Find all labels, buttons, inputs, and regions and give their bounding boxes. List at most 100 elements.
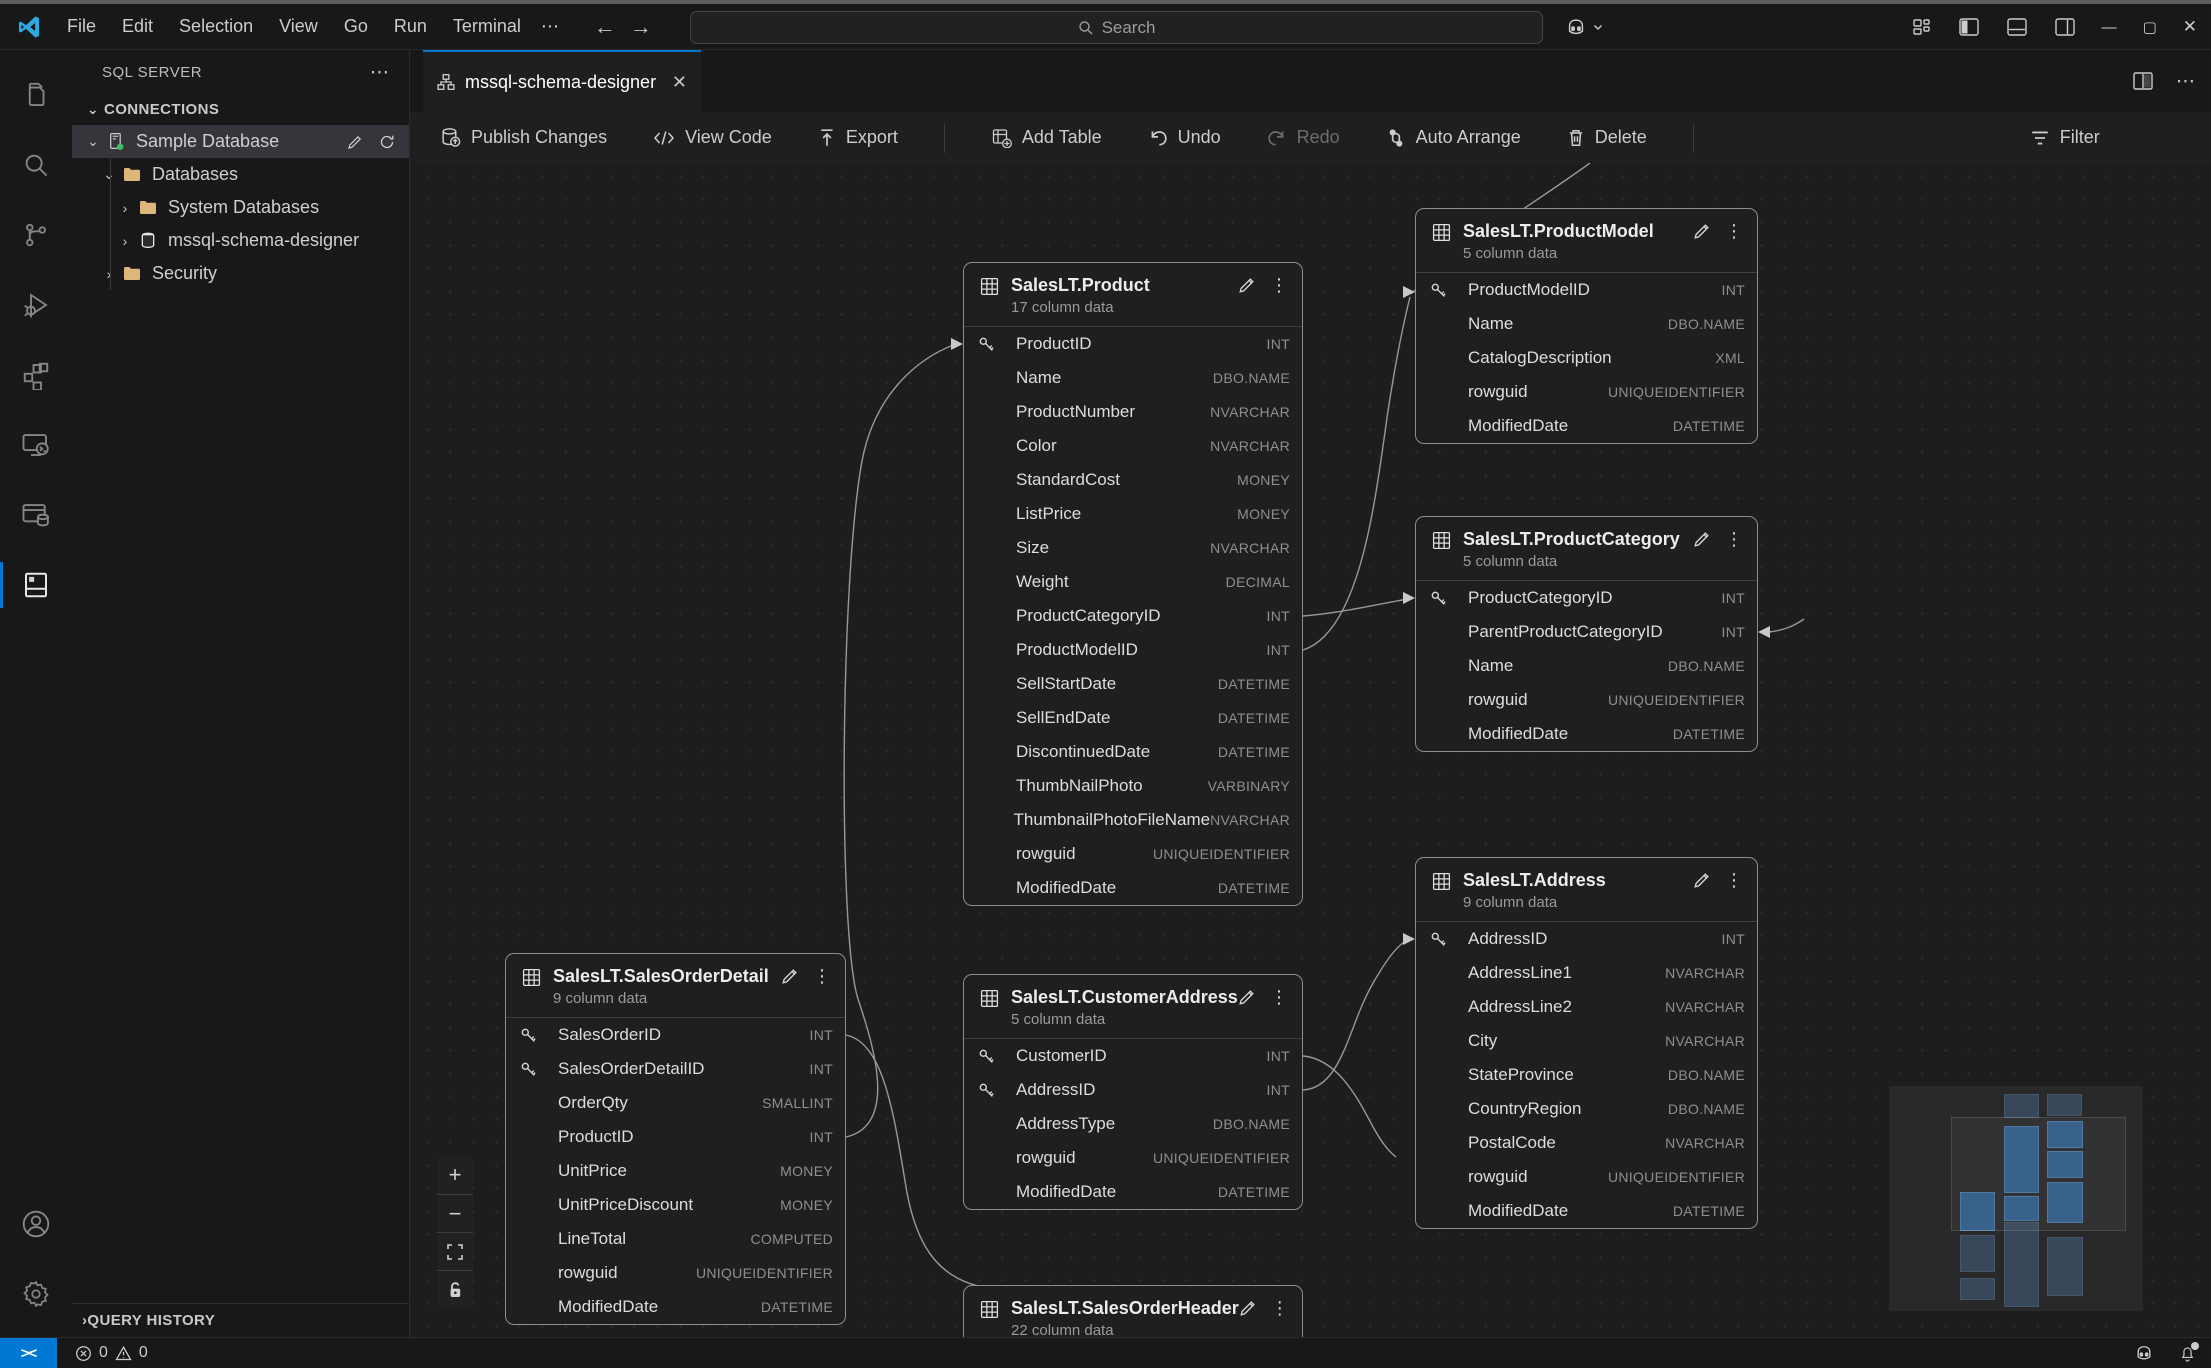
schema-canvas[interactable]: SalesLT.Product 17 column data ⋮ ProductID I… [410,163,2211,1337]
tab-close-icon[interactable]: ✕ [671,71,687,92]
split-editor-icon[interactable] [2132,71,2154,91]
activity-search-icon[interactable] [0,130,72,200]
column-row-addressid[interactable]: AddressID INT [1416,922,1757,956]
toggle-panel-icon[interactable] [2006,17,2028,37]
column-row-rowguid[interactable]: rowguid UNIQUEIDENTIFIER [964,837,1302,871]
edit-icon[interactable] [347,134,363,150]
activity-extensions-icon[interactable] [0,340,72,410]
settings-gear-icon[interactable] [0,1259,72,1329]
publish-changes-button[interactable]: Publish Changes [440,127,607,148]
table-menu-icon[interactable]: ⋮ [1270,987,1288,1007]
auto-arrange-button[interactable]: Auto Arrange [1386,127,1521,148]
column-row-modifieddate[interactable]: ModifiedDate DATETIME [1416,1194,1757,1228]
column-row-addressline1[interactable]: AddressLine1 NVARCHAR [1416,956,1757,990]
account-icon[interactable] [0,1189,72,1259]
tree-item-security[interactable]: › Security [72,257,409,290]
window-close-icon[interactable]: ✕ [2182,17,2197,36]
column-row-color[interactable]: Color NVARCHAR [964,429,1302,463]
edit-table-icon[interactable] [1693,530,1711,548]
export-button[interactable]: Export [818,127,898,148]
table-card-sales-order-header[interactable]: SalesLT.SalesOrderHeader 22 column data ⋮ [963,1285,1303,1337]
table-menu-icon[interactable]: ⋮ [1270,275,1288,295]
minimap[interactable] [1889,1086,2143,1311]
table-card-customer-address[interactable]: SalesLT.CustomerAddress 5 column data ⋮ Cus… [963,974,1303,1211]
column-row-linetotal[interactable]: LineTotal COMPUTED [506,1222,845,1256]
table-card-header[interactable]: SalesLT.ProductModel 5 column data ⋮ [1416,209,1757,274]
undo-button[interactable]: Undo [1148,127,1221,148]
table-menu-icon[interactable]: ⋮ [1725,221,1743,241]
table-card-product-model[interactable]: SalesLT.ProductModel 5 column data ⋮ Produc… [1415,208,1758,445]
toggle-primary-sidebar-icon[interactable] [1958,17,1980,37]
menu-run[interactable]: Run [393,16,427,36]
edit-table-icon[interactable] [1693,222,1711,240]
nav-back-icon[interactable]: ← [593,13,616,39]
sidebar-more-icon[interactable]: ⋯ [370,61,391,83]
column-row-productmodelid[interactable]: ProductModelID INT [1416,273,1757,307]
tab-mssql-schema-designer[interactable]: mssql-schema-designer ✕ [423,50,701,112]
menu-view[interactable]: View [279,16,318,36]
column-row-rowguid[interactable]: rowguid UNIQUEIDENTIFIER [1416,683,1757,717]
menu-overflow[interactable]: ⋯ [540,16,559,36]
column-row-productcategoryid[interactable]: ProductCategoryID INT [1416,581,1757,615]
zoom-out-button[interactable]: − [437,1194,473,1232]
add-table-button[interactable]: Add Table [991,127,1102,148]
table-card-sales-order-detail[interactable]: SalesLT.SalesOrderDetail 9 column data ⋮ Sa… [505,953,846,1326]
activity-schema-visualizer-icon[interactable] [0,550,72,620]
remote-indicator[interactable]: >< [0,1337,57,1368]
query-history-section-header[interactable]: › QUERY HISTORY [72,1303,409,1337]
column-row-productnumber[interactable]: ProductNumber NVARCHAR [964,395,1302,429]
problems-status[interactable]: 0 0 [75,1344,148,1362]
chevron-down-icon[interactable]: ⌄ [103,166,115,182]
toggle-secondary-sidebar-icon[interactable] [2054,17,2076,37]
table-card-header[interactable]: SalesLT.Product 17 column data ⋮ [964,263,1302,328]
column-row-thumbnailphoto[interactable]: ThumbNailPhoto VARBINARY [964,769,1302,803]
edit-table-icon[interactable] [1239,1299,1257,1317]
connections-section-header[interactable]: ⌄ CONNECTIONS [72,94,409,125]
minimap-viewport[interactable] [1951,1117,2126,1231]
menu-go[interactable]: Go [343,16,368,36]
window-minimize-icon[interactable]: — [2101,18,2117,36]
column-row-modifieddate[interactable]: ModifiedDate DATETIME [964,871,1302,905]
column-row-modifieddate[interactable]: ModifiedDate DATETIME [1416,717,1757,751]
column-row-sellstartdate[interactable]: SellStartDate DATETIME [964,667,1302,701]
column-row-addressline2[interactable]: AddressLine2 NVARCHAR [1416,990,1757,1024]
column-row-parentproductcategoryid[interactable]: ParentProductCategoryID INT [1416,615,1757,649]
lock-toggle-button[interactable] [437,1270,473,1308]
column-row-unitprice[interactable]: UnitPrice MONEY [506,1154,845,1188]
table-card-header[interactable]: SalesLT.Address 9 column data ⋮ [1416,858,1757,923]
tree-item-databases[interactable]: ⌄ Databases [72,158,409,191]
edit-table-icon[interactable] [1238,276,1256,294]
column-row-stateprovince[interactable]: StateProvince DBO.NAME [1416,1058,1757,1092]
command-center-search[interactable]: Search [690,11,1543,44]
column-row-listprice[interactable]: ListPrice MONEY [964,497,1302,531]
tree-item-sample-database[interactable]: ⌄ Sample Database [72,125,409,158]
column-row-productmodelid[interactable]: ProductModelID INT [964,633,1302,667]
activity-source-control-icon[interactable] [0,200,72,270]
chevron-down-icon[interactable]: ⌄ [87,133,99,149]
column-row-modifieddate[interactable]: ModifiedDate DATETIME [1416,409,1757,443]
column-row-customerid[interactable]: CustomerID INT [964,1039,1302,1073]
column-row-name[interactable]: Name DBO.NAME [1416,307,1757,341]
column-row-weight[interactable]: Weight DECIMAL [964,565,1302,599]
chevron-right-icon[interactable]: › [122,232,128,249]
nav-forward-icon[interactable]: → [629,13,652,39]
column-row-rowguid[interactable]: rowguid UNIQUEIDENTIFIER [964,1141,1302,1175]
activity-remote-explorer-icon[interactable] [0,410,72,480]
chevron-right-icon[interactable]: › [122,199,128,216]
delete-button[interactable]: Delete [1567,127,1647,148]
table-card-address[interactable]: SalesLT.Address 9 column data ⋮ AddressID IN… [1415,857,1758,1230]
refresh-icon[interactable] [379,134,395,150]
column-row-addressid[interactable]: AddressID INT [964,1073,1302,1107]
menu-file[interactable]: File [67,16,97,36]
table-card-product[interactable]: SalesLT.Product 17 column data ⋮ ProductID I… [963,262,1303,907]
menu-terminal[interactable]: Terminal [452,16,521,36]
column-row-name[interactable]: Name DBO.NAME [1416,649,1757,683]
column-row-productid[interactable]: ProductID INT [506,1120,845,1154]
column-row-discontinueddate[interactable]: DiscontinuedDate DATETIME [964,735,1302,769]
table-menu-icon[interactable]: ⋮ [1725,529,1743,549]
menu-selection[interactable]: Selection [179,16,254,36]
column-row-rowguid[interactable]: rowguid UNIQUEIDENTIFIER [506,1256,845,1290]
column-row-catalogdescription[interactable]: CatalogDescription XML [1416,341,1757,375]
window-maximize-icon[interactable]: ▢ [2142,19,2157,36]
column-row-modifieddate[interactable]: ModifiedDate DATETIME [506,1290,845,1324]
